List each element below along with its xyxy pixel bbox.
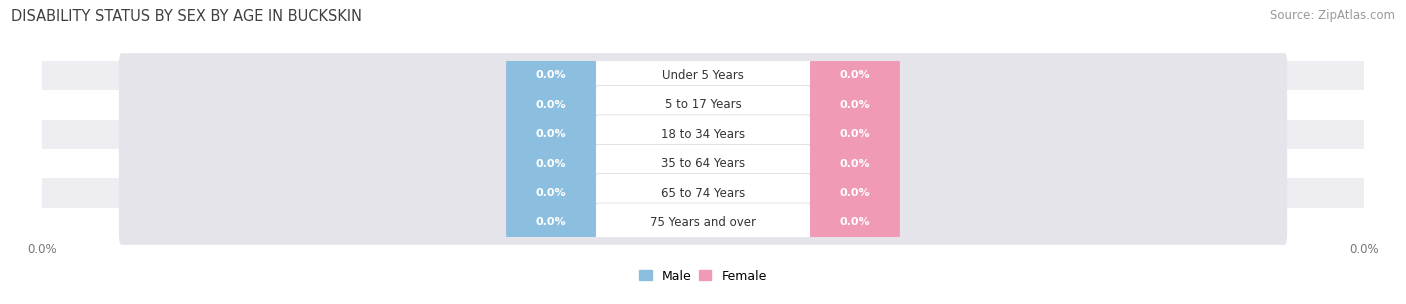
Text: 75 Years and over: 75 Years and over [650, 216, 756, 229]
Bar [42, 90, 1364, 119]
Bar [42, 208, 1364, 237]
Bar [42, 149, 1364, 178]
Text: Source: ZipAtlas.com: Source: ZipAtlas.com [1270, 9, 1395, 22]
FancyBboxPatch shape [120, 141, 1286, 186]
FancyBboxPatch shape [120, 53, 1286, 98]
FancyBboxPatch shape [810, 85, 900, 124]
Legend: Male, Female: Male, Female [634, 264, 772, 288]
Text: 0.0%: 0.0% [536, 159, 567, 169]
Text: 0.0%: 0.0% [839, 159, 870, 169]
Bar [42, 119, 1364, 149]
FancyBboxPatch shape [506, 203, 596, 242]
Bar [42, 178, 1364, 208]
Text: 0.0%: 0.0% [839, 100, 870, 110]
FancyBboxPatch shape [506, 85, 596, 124]
FancyBboxPatch shape [810, 56, 900, 95]
Text: 35 to 64 Years: 35 to 64 Years [661, 157, 745, 170]
Bar [42, 61, 1364, 90]
Text: 0.0%: 0.0% [536, 71, 567, 81]
Text: 0.0%: 0.0% [536, 188, 567, 198]
FancyBboxPatch shape [810, 115, 900, 154]
FancyBboxPatch shape [595, 203, 811, 242]
FancyBboxPatch shape [506, 115, 596, 154]
Text: 0.0%: 0.0% [839, 217, 870, 227]
FancyBboxPatch shape [595, 115, 811, 154]
FancyBboxPatch shape [120, 200, 1286, 245]
FancyBboxPatch shape [810, 144, 900, 183]
FancyBboxPatch shape [120, 112, 1286, 157]
FancyBboxPatch shape [120, 171, 1286, 215]
FancyBboxPatch shape [506, 56, 596, 95]
Text: 0.0%: 0.0% [536, 100, 567, 110]
Text: 0.0%: 0.0% [536, 129, 567, 139]
Text: 0.0%: 0.0% [536, 217, 567, 227]
FancyBboxPatch shape [595, 144, 811, 183]
Text: 0.0%: 0.0% [839, 129, 870, 139]
Text: 0.0%: 0.0% [839, 71, 870, 81]
Text: 0.0%: 0.0% [839, 188, 870, 198]
Text: Under 5 Years: Under 5 Years [662, 69, 744, 82]
Text: 65 to 74 Years: 65 to 74 Years [661, 187, 745, 199]
FancyBboxPatch shape [810, 203, 900, 242]
Text: 5 to 17 Years: 5 to 17 Years [665, 98, 741, 111]
FancyBboxPatch shape [595, 56, 811, 95]
Text: 18 to 34 Years: 18 to 34 Years [661, 128, 745, 141]
FancyBboxPatch shape [506, 144, 596, 183]
FancyBboxPatch shape [595, 85, 811, 124]
Text: DISABILITY STATUS BY SEX BY AGE IN BUCKSKIN: DISABILITY STATUS BY SEX BY AGE IN BUCKS… [11, 9, 363, 24]
FancyBboxPatch shape [810, 174, 900, 212]
FancyBboxPatch shape [506, 174, 596, 212]
FancyBboxPatch shape [595, 174, 811, 212]
FancyBboxPatch shape [120, 83, 1286, 127]
